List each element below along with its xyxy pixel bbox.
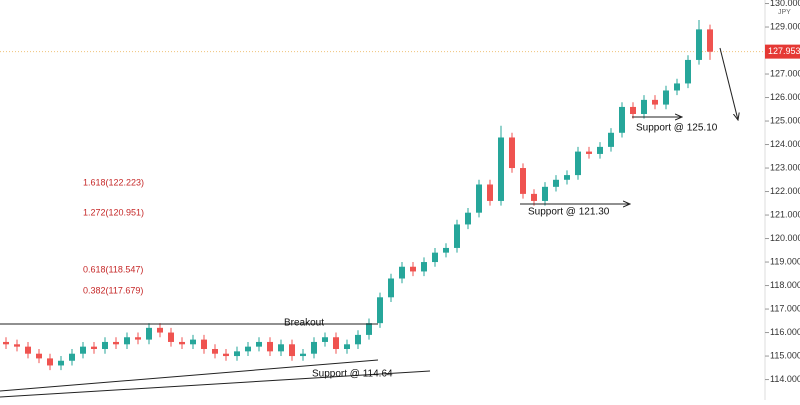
candle-body [696, 29, 702, 60]
candle-body [520, 168, 526, 194]
candle-body [69, 353, 75, 361]
y-tick-label: 124.000 [770, 139, 800, 149]
candle-body [652, 99, 658, 105]
candle-body [223, 353, 229, 357]
candle-body [36, 353, 42, 359]
candle-body [333, 337, 339, 350]
candle-body [179, 341, 185, 345]
candle-body [498, 137, 504, 201]
candle-body [168, 332, 174, 342]
candle-body [476, 184, 482, 213]
y-tick-label: 129.000 [770, 21, 800, 31]
candle-body [245, 346, 251, 352]
candle-body [58, 360, 64, 366]
trend-line [0, 370, 431, 398]
candle-body [344, 344, 350, 350]
y-tick-label: 126.000 [770, 92, 800, 102]
candle-body [454, 224, 460, 248]
candle-body [553, 179, 559, 187]
candle-body [663, 90, 669, 105]
candle-body [674, 83, 680, 91]
candle-body [278, 344, 284, 352]
candle-body [421, 262, 427, 272]
candle-body [322, 337, 328, 342]
candle-body [47, 358, 53, 366]
candle-body [586, 151, 592, 154]
candle-body [707, 29, 713, 52]
candle-body [487, 184, 493, 201]
price-box [765, 44, 800, 59]
y-tick-label: 122.000 [770, 186, 800, 196]
candle-body [630, 106, 636, 114]
candle-body [234, 351, 240, 357]
y-tick-label: 117.000 [770, 303, 800, 313]
candle-body [443, 247, 449, 253]
y-tick-label: 130.000 [770, 0, 800, 8]
candle-body [311, 341, 317, 354]
candle-body [542, 186, 548, 201]
y-tick-label: 115.000 [770, 350, 800, 360]
candle-body [113, 341, 119, 345]
annotation: Support @ 121.30 [528, 207, 610, 218]
candle-body [410, 266, 416, 272]
fib-label: 1.618(122.223) [83, 177, 144, 187]
candle-body [608, 132, 614, 147]
y-tick-label: 114.000 [770, 374, 800, 384]
currency-label: JPY [778, 9, 791, 16]
candle-body [685, 59, 691, 84]
price-label: 127.953 [768, 46, 800, 56]
candle-body [355, 334, 361, 345]
candle-body [25, 346, 31, 354]
candle-body [14, 344, 20, 347]
candle-body [157, 327, 163, 333]
candle-body [3, 341, 9, 345]
candle-body [256, 341, 262, 347]
candle-body [267, 341, 273, 352]
candle-body [124, 337, 130, 345]
candle-body [619, 106, 625, 133]
y-tick-label: 116.000 [770, 327, 800, 337]
annotation: Support @ 114.64 [312, 369, 393, 380]
y-tick-label: 123.000 [770, 162, 800, 172]
y-tick-label: 120.000 [770, 233, 800, 243]
candle-body [366, 323, 372, 335]
candle-body [388, 278, 394, 298]
candle-body [135, 337, 141, 340]
annotation: Support @ 125.10 [636, 123, 718, 134]
candle-body [432, 252, 438, 263]
candle-body [212, 349, 218, 354]
fib-label: 0.382(117.679) [83, 285, 143, 295]
candle-body [80, 346, 86, 354]
y-tick-label: 119.000 [770, 256, 800, 266]
fib-label: 0.618(118.547) [83, 264, 143, 274]
candle-body [190, 339, 196, 345]
candle-body [91, 346, 97, 350]
trend-line [0, 359, 379, 392]
candle-body [641, 99, 647, 114]
y-tick-label: 121.000 [770, 209, 800, 219]
candle-body [146, 327, 152, 340]
fib-label: 1.272(120.951) [83, 207, 144, 217]
y-tick-label: 118.000 [770, 280, 800, 290]
candle-body [289, 344, 295, 357]
candle-body [465, 212, 471, 225]
candle-body [201, 339, 207, 350]
candle-body [300, 353, 306, 357]
candle-body [564, 175, 570, 180]
annotation: Breakout [284, 318, 324, 329]
candle-body [575, 151, 581, 176]
candle-body [102, 341, 108, 350]
y-tick-label: 125.000 [770, 115, 800, 125]
candle-body [509, 137, 515, 169]
candle-body [531, 193, 537, 201]
candle-body [377, 297, 383, 324]
y-tick-label: 127.000 [770, 68, 800, 78]
candle-body [399, 266, 405, 279]
forecast-arrow [719, 47, 738, 120]
candle-body [597, 146, 603, 154]
